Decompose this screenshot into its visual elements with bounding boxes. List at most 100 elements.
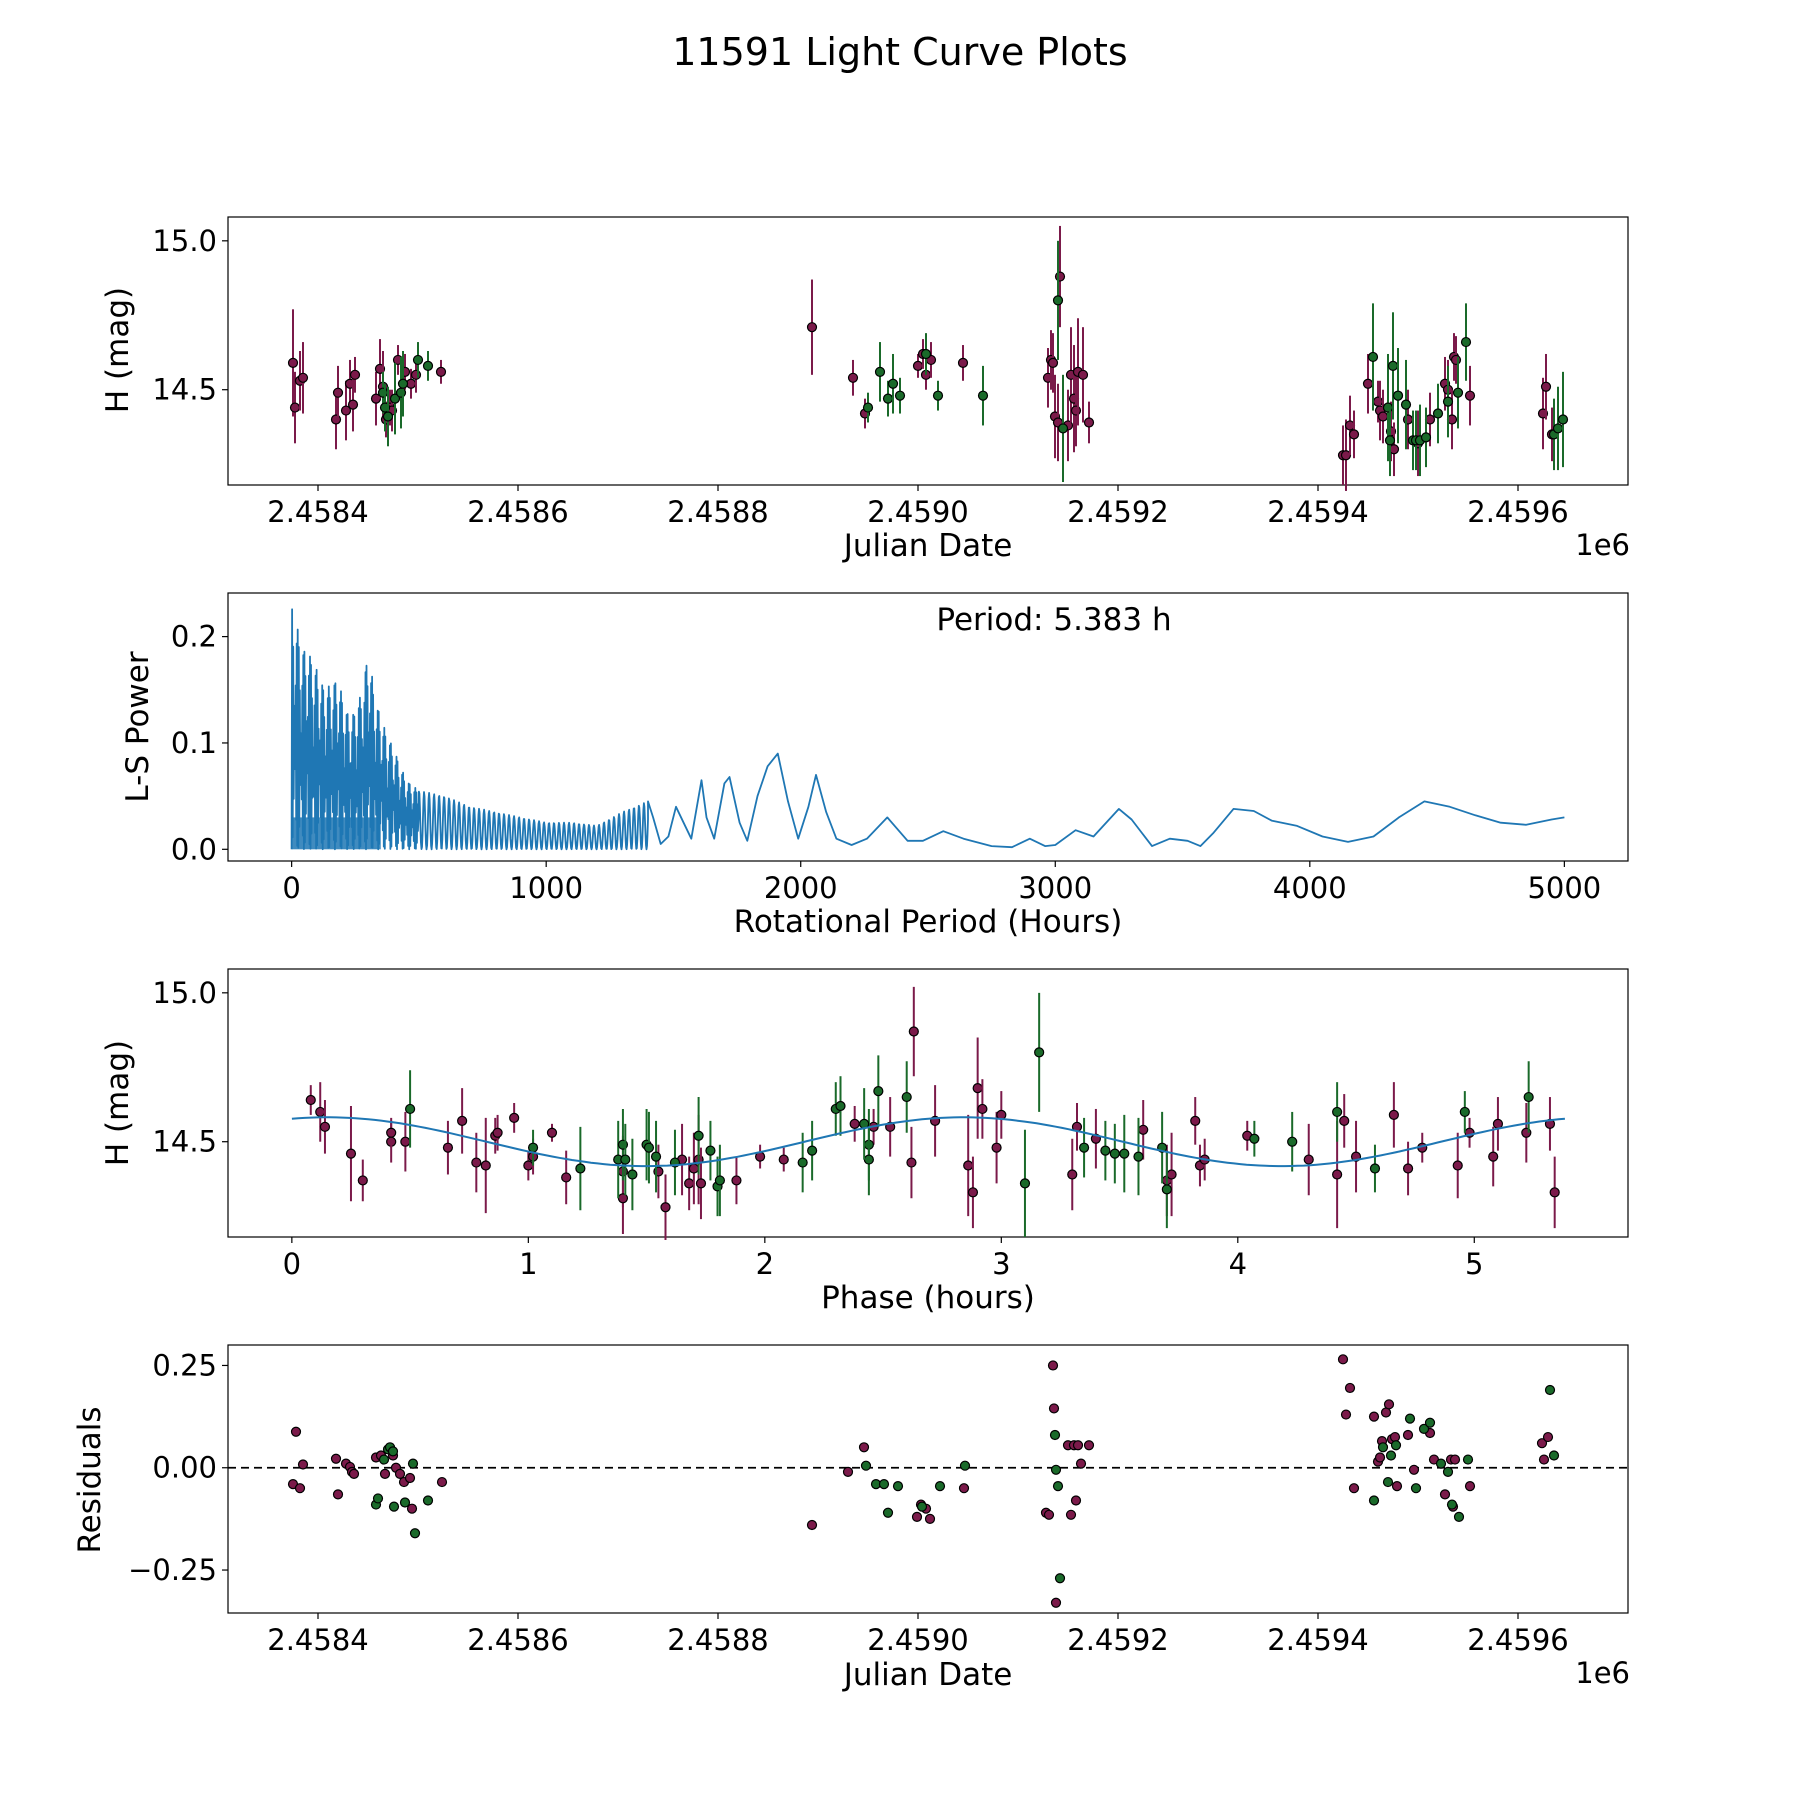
- residuals-point-r: [1383, 1399, 1395, 1410]
- lightcurve-point-g: [1052, 295, 1064, 306]
- residuals-frame: [227, 1344, 1629, 1614]
- residuals-point-r: [924, 1513, 936, 1524]
- lightcurve-xtick-label: 2.4596: [1467, 495, 1568, 529]
- lightcurve-ytick-label: 14.5: [152, 373, 217, 407]
- residuals-point-g: [1435, 1458, 1447, 1469]
- residuals-point-r: [294, 1483, 306, 1494]
- residuals-point-r: [1344, 1382, 1356, 1394]
- lightcurve-point-r: [289, 402, 301, 413]
- residuals-point-r: [1538, 1454, 1550, 1465]
- lightcurve-point-g: [412, 354, 424, 366]
- residuals-point-g: [1052, 1481, 1064, 1492]
- phase-point-r: [345, 1148, 357, 1159]
- periodogram-xtick-label: 4000: [1273, 871, 1347, 905]
- phase-point-r: [684, 1178, 695, 1189]
- lightcurve-xtick-label: 2.4588: [667, 495, 768, 529]
- phase-ytick-label: 15.0: [152, 976, 217, 1010]
- periodogram-ytick-label: 0.0: [171, 832, 217, 866]
- phase-frame: [227, 968, 1629, 1238]
- lightcurve-xtick-label: 2.4586: [467, 495, 568, 529]
- residuals-point-g: [409, 1528, 421, 1539]
- phase-ylabel: H (mag): [100, 1040, 136, 1166]
- residuals-point-g: [878, 1479, 890, 1490]
- residuals-point-r: [1389, 1431, 1401, 1443]
- residuals-point-g: [1446, 1499, 1458, 1510]
- lightcurve-point-r: [410, 369, 422, 380]
- residuals-point-r: [330, 1453, 342, 1464]
- residuals-point-r: [379, 1468, 391, 1479]
- lightcurve-xtick-label: 2.4594: [1267, 495, 1368, 529]
- lightcurve-point-g: [1387, 360, 1399, 371]
- lightcurve-xlabel: Julian Date: [842, 528, 1013, 564]
- phase-point-g: [714, 1175, 725, 1186]
- periodogram-ytick-label: 0.1: [171, 726, 217, 760]
- residuals-point-g: [882, 1507, 894, 1518]
- residuals-point-g: [1410, 1483, 1422, 1494]
- residuals-point-r: [1374, 1452, 1386, 1463]
- lightcurve-panel: Julian Date H (mag) 1e6 2.4584 2.4586 2.45…: [100, 216, 1630, 564]
- phase-point-r: [442, 1142, 454, 1153]
- residuals-point-r: [1072, 1440, 1084, 1451]
- residuals-point-g: [372, 1493, 384, 1504]
- phase-point-r: [977, 1103, 988, 1115]
- phase-point-r: [357, 1175, 368, 1186]
- residuals-point-g: [1418, 1423, 1430, 1434]
- lightcurve-point-g: [395, 387, 407, 398]
- lightcurve-point-r: [1070, 405, 1082, 416]
- residuals-point-g: [1368, 1495, 1380, 1506]
- residuals-point-g: [1404, 1413, 1416, 1424]
- phase-point-g: [1019, 1178, 1031, 1189]
- phase-point-r: [967, 1187, 979, 1198]
- residuals-point-g: [1382, 1476, 1394, 1488]
- lightcurve-point-g: [1392, 390, 1404, 401]
- residuals-point-r: [1348, 1483, 1360, 1494]
- residuals-point-g: [1442, 1466, 1454, 1477]
- lightcurve-point-g: [874, 366, 886, 377]
- residuals-xtick-label: 2.4592: [1067, 1623, 1168, 1657]
- phase-point-g: [650, 1151, 662, 1162]
- phase-point-g: [1100, 1145, 1111, 1156]
- residuals-point-r: [842, 1466, 854, 1477]
- residuals-point-r: [290, 1426, 302, 1437]
- phase-point-r: [731, 1175, 742, 1186]
- phase-point-r: [1492, 1118, 1504, 1129]
- phase-point-g: [527, 1142, 539, 1153]
- phase-point-r: [509, 1112, 520, 1123]
- lightcurve-point-g: [920, 348, 932, 360]
- lightcurve-point-r: [1348, 429, 1360, 440]
- lightcurve-xtick-label: 2.4590: [867, 495, 968, 529]
- residuals-point-g: [388, 1501, 400, 1512]
- phase-point-r: [1488, 1151, 1499, 1162]
- phase-point-r: [480, 1160, 491, 1171]
- phase-fit-curve: [291, 1116, 1565, 1168]
- residuals-point-g: [1385, 1450, 1397, 1461]
- phase-point-r: [457, 1115, 468, 1126]
- phase-point-g: [835, 1100, 846, 1112]
- residuals-point-g: [860, 1460, 872, 1471]
- lightcurve-point-g: [882, 393, 894, 404]
- residuals-point-r: [1070, 1495, 1082, 1506]
- lightcurve-point-r: [912, 360, 924, 371]
- lightcurve-point-r: [287, 357, 299, 369]
- residuals-point-g: [1548, 1450, 1560, 1461]
- phase-point-g: [1369, 1163, 1381, 1174]
- residuals-point-g: [1462, 1454, 1474, 1465]
- residuals-point-r: [1065, 1509, 1077, 1520]
- residuals-point-g: [399, 1497, 411, 1508]
- lightcurve-point-r: [297, 372, 309, 383]
- phase-point-g: [1161, 1184, 1172, 1195]
- lightcurve-point-r: [1047, 357, 1059, 369]
- lightcurve-point-g: [422, 360, 434, 371]
- periodogram-xtick-label: 3000: [1018, 871, 1092, 905]
- lightcurve-point-g: [1432, 408, 1444, 419]
- periodogram-line: [290, 608, 1565, 851]
- residuals-point-r: [404, 1472, 416, 1484]
- phase-point-r: [400, 1136, 411, 1147]
- phase-point-g: [693, 1130, 704, 1141]
- residuals-point-g: [1054, 1573, 1066, 1584]
- residuals-point-g: [934, 1481, 946, 1492]
- lightcurve-point-r: [1450, 354, 1462, 366]
- phase-point-g: [1287, 1136, 1298, 1147]
- residuals-point-r: [958, 1483, 970, 1494]
- residuals-point-r: [1340, 1409, 1352, 1420]
